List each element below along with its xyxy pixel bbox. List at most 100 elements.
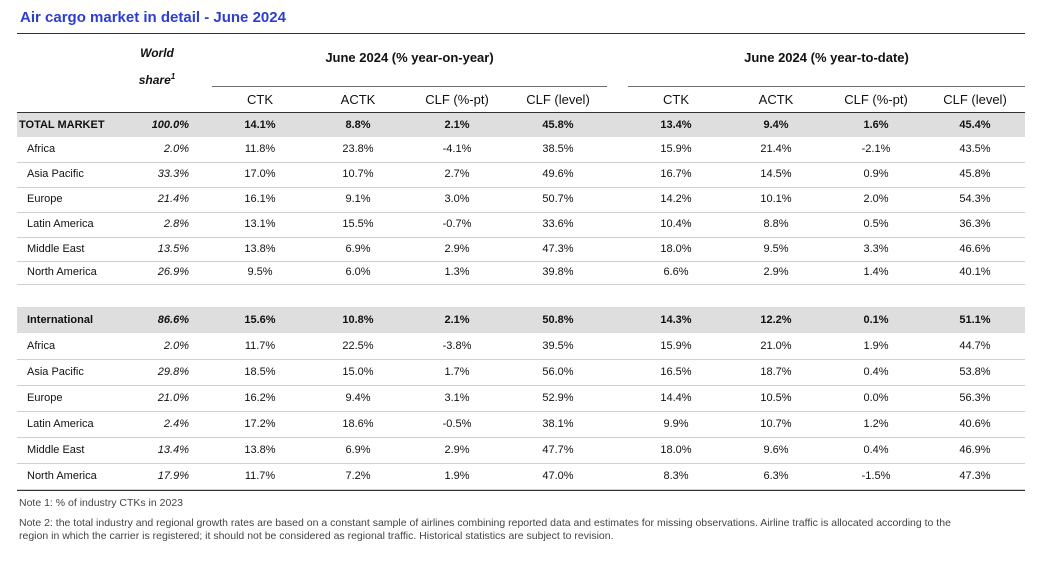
row-label: North America [27,470,97,482]
row-label: Europe [27,392,63,404]
value-cell: 8.3% [663,470,689,482]
value-cell: 16.5% [660,366,692,378]
value-cell: 11.7% [244,340,276,352]
value-cell: 50.8% [542,314,574,326]
value-cell: 23.8% [342,143,374,155]
note-2: Note 2: the total industry and regional … [19,517,951,543]
value-cell: 10.4% [660,218,692,230]
world-share-header: World share1 [130,40,184,94]
group-rule-yoy [212,86,607,87]
value-cell: 3.0% [444,193,470,205]
world-share-value: 2.4% [163,418,189,430]
value-cell: 21.0% [760,340,792,352]
value-cell: 8.8% [345,119,371,131]
value-cell: 51.1% [959,314,991,326]
value-cell: 18.0% [660,444,692,456]
bottom-rule [17,490,1025,491]
value-cell: 36.3% [959,218,991,230]
world-share-value: 100.0% [151,119,189,131]
value-cell: 0.4% [863,444,889,456]
row-label: Latin America [27,218,94,230]
value-cell: 13.4% [660,119,692,131]
value-cell: 6.3% [763,470,789,482]
world-share-value: 21.4% [157,193,189,205]
value-cell: 39.5% [542,340,574,352]
value-cell: 9.4% [345,392,371,404]
table-row: North America 26.9% 9.5% 6.0% 1.3% 39.8% 6.6% 2… [17,261,1025,284]
value-cell: 9.9% [663,418,689,430]
value-cell: 45.4% [959,119,991,131]
column-header-ytd-3: CLF (level) [943,92,1007,107]
world-share-line1: World [140,46,174,60]
value-cell: 0.9% [863,168,889,180]
value-cell: 2.9% [444,444,470,456]
value-cell: 14.4% [660,392,692,404]
value-cell: 16.7% [660,168,692,180]
column-header-ytd-1: ACTK [758,92,794,107]
value-cell: 54.3% [959,193,991,205]
value-cell: 18.5% [244,366,276,378]
value-cell: 0.4% [863,366,889,378]
group-header-ytd: June 2024 (% year-to-date) [744,50,909,65]
world-share-value: 29.8% [157,366,189,378]
value-cell: 18.6% [342,418,374,430]
value-cell: 46.9% [959,444,991,456]
value-cell: 2.7% [444,168,470,180]
row-separator [17,463,1025,464]
international-row: International 86.6% 15.6% 10.8% 2.1% 50.8% 14.… [17,307,1025,333]
row-label: North America [27,266,97,278]
table-row: Asia Pacific 29.8% 18.5% 15.0% 1.7% 56.0% 16.5… [17,359,1025,385]
value-cell: 53.8% [959,366,991,378]
row-label: Asia Pacific [27,366,84,378]
value-cell: 52.9% [542,392,574,404]
value-cell: -4.1% [442,143,472,155]
row-separator [17,187,1025,188]
row-separator [17,284,1025,285]
row-label: Europe [27,193,63,205]
value-cell: 10.7% [760,418,792,430]
value-cell: 43.5% [959,143,991,155]
row-separator [17,385,1025,386]
value-cell: 8.8% [763,218,789,230]
value-cell: 1.9% [863,340,889,352]
table-row: Europe 21.0% 16.2% 9.4% 3.1% 52.9% 14.4% 10.5% 0… [17,385,1025,411]
value-cell: 9.5% [763,243,789,255]
row-separator [17,212,1025,213]
world-share-line2: share1 [138,72,176,88]
group-header-yoy: June 2024 (% year-on-year) [325,50,494,65]
value-cell: 0.0% [863,392,889,404]
world-share-value: 21.0% [157,392,189,404]
value-cell: 38.5% [542,143,574,155]
value-cell: 6.9% [345,444,371,456]
value-cell: 40.1% [959,266,991,278]
column-header-ytd-0: CTK [663,92,689,107]
world-share-value: 86.6% [157,314,189,326]
value-cell: 10.7% [342,168,374,180]
table-row: Asia Pacific 33.3% 17.0% 10.7% 2.7% 49.6% 16.7… [17,162,1025,187]
value-cell: 15.9% [660,340,692,352]
value-cell: 56.3% [959,392,991,404]
value-cell: 9.5% [247,266,273,278]
value-cell: 15.9% [660,143,692,155]
row-separator [17,162,1025,163]
value-cell: 13.8% [244,444,276,456]
value-cell: 56.0% [542,366,574,378]
value-cell: 1.3% [444,266,470,278]
value-cell: 40.6% [959,418,991,430]
page-title: Air cargo market in detail - June 2024 [20,9,286,26]
note-1: Note 1: % of industry CTKs in 2023 [19,497,183,509]
value-cell: 45.8% [542,119,574,131]
row-label: Middle East [27,444,85,456]
value-cell: 6.6% [663,266,689,278]
value-cell: 2.9% [763,266,789,278]
world-share-value: 13.4% [157,444,189,456]
value-cell: 3.3% [863,243,889,255]
value-cell: 0.5% [863,218,889,230]
table-row: Africa 2.0% 11.8% 23.8% -4.1% 38.5% 15.9% 21.4%… [17,137,1025,162]
note-2-line-2: region in which the carrier is registere… [19,530,614,542]
value-cell: 13.8% [244,243,276,255]
world-share-value: 2.0% [163,143,189,155]
value-cell: 50.7% [542,193,574,205]
value-cell: 10.5% [760,392,792,404]
